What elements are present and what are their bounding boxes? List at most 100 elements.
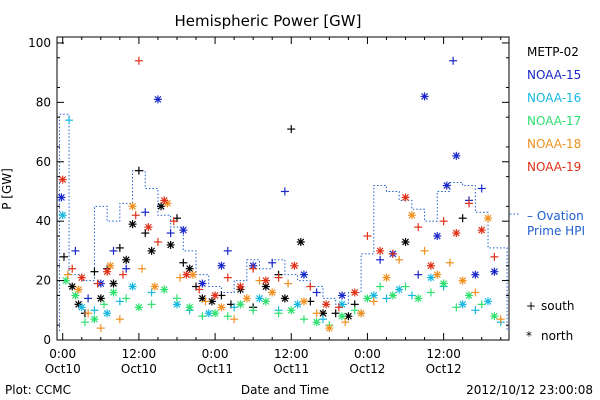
south-point	[284, 279, 293, 288]
south-marker-legend-label: south	[541, 299, 575, 313]
y-tick-label: 80	[36, 95, 51, 109]
south-point	[471, 306, 480, 315]
marker-stroke-d2	[256, 294, 263, 302]
marker-stroke-d2	[262, 297, 270, 305]
north-point	[144, 223, 153, 232]
north-point	[255, 294, 264, 303]
north-point	[236, 300, 245, 309]
marker-stroke-d2	[58, 193, 65, 201]
south-point	[274, 273, 283, 282]
marker-stroke-d2	[395, 286, 403, 293]
south-point	[201, 297, 210, 306]
north-point	[261, 276, 270, 285]
north-point	[268, 288, 277, 297]
north-point	[77, 273, 86, 282]
north-point	[185, 303, 194, 312]
marker-stroke-d2	[319, 309, 327, 317]
legend-item-noaa-15: NOAA-15	[527, 68, 581, 82]
north-point	[261, 297, 270, 306]
south-point	[179, 258, 188, 267]
south-point	[312, 309, 321, 318]
marker-stroke-d2	[198, 294, 206, 302]
marker-stroke-d2	[490, 268, 498, 276]
south-point	[414, 223, 423, 232]
north-point	[179, 226, 188, 235]
marker-stroke-d2	[68, 283, 76, 290]
south-point	[471, 288, 480, 297]
north-point	[490, 267, 499, 276]
ovation-hpi-step-line	[59, 113, 508, 332]
south-point	[84, 294, 93, 303]
north-point	[290, 261, 299, 270]
north-point	[426, 273, 435, 282]
south-point	[115, 297, 124, 306]
marker-stroke-d2	[465, 292, 473, 299]
south-point	[63, 270, 72, 279]
marker-stroke-d2	[376, 247, 384, 255]
south-point	[147, 300, 156, 309]
south-point	[350, 306, 359, 315]
x-tick-label-date: Oct11	[197, 362, 233, 376]
north-point	[471, 270, 480, 279]
marker-stroke-d2	[78, 274, 86, 282]
ovation-step-path	[59, 113, 508, 332]
north-point	[293, 300, 302, 309]
north-point	[433, 232, 442, 241]
marker-stroke-d2	[110, 289, 117, 296]
marker-stroke-d2	[78, 303, 86, 311]
south-point	[458, 214, 467, 223]
south-point	[80, 318, 89, 327]
north-point	[414, 294, 423, 303]
plot-frame	[56, 36, 510, 341]
marker-stroke-d2	[338, 300, 346, 308]
marker-stroke-d2	[205, 309, 213, 317]
north-point	[299, 270, 308, 279]
marker-stroke-d2	[389, 292, 397, 299]
south-point	[426, 288, 435, 297]
north-point	[150, 282, 159, 291]
north-point	[147, 246, 156, 255]
marker-stroke-d2	[167, 241, 175, 249]
south-point	[134, 56, 143, 65]
south-point	[449, 56, 458, 65]
south-point	[68, 264, 77, 273]
north-point	[296, 237, 305, 246]
marker-stroke-d2	[297, 238, 305, 246]
marker-stroke-d2	[402, 238, 409, 246]
south-point	[115, 315, 124, 324]
south-point	[376, 255, 385, 264]
south-point	[496, 315, 505, 324]
north-point	[395, 285, 404, 294]
south-point	[382, 294, 391, 303]
north-point	[484, 297, 493, 306]
north-point	[420, 92, 429, 101]
marker-stroke-d2	[129, 283, 136, 290]
north-point	[109, 279, 118, 288]
marker-stroke-d2	[490, 312, 498, 320]
north-point	[484, 214, 493, 223]
south-point	[465, 199, 474, 208]
south-point	[490, 252, 499, 261]
north-marker-legend-label: north	[541, 329, 573, 343]
south-point	[312, 288, 321, 297]
south-point	[420, 246, 429, 255]
north-point	[452, 151, 461, 160]
north-point	[90, 315, 99, 324]
south-point	[318, 315, 327, 324]
north-point	[287, 306, 296, 315]
marker-stroke-d2	[103, 268, 111, 276]
marker-stroke-d2	[262, 283, 270, 290]
marker-stroke-d2	[338, 312, 346, 320]
marker-stroke-d2	[211, 292, 219, 299]
footer-plot-source: Plot: CCMC	[5, 383, 71, 397]
north-point	[401, 193, 410, 202]
south-point	[223, 312, 232, 321]
marker-stroke-d2	[75, 300, 83, 308]
south-point	[141, 229, 150, 238]
south-point	[376, 282, 385, 291]
marker-stroke-d2	[186, 265, 194, 273]
south-point	[230, 303, 239, 312]
south-point	[331, 309, 340, 318]
north-point	[382, 273, 391, 282]
